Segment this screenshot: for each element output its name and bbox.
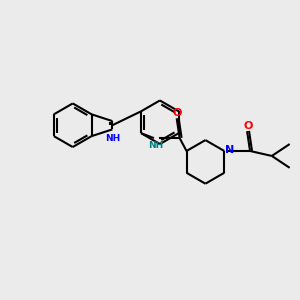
Text: NH: NH bbox=[105, 134, 120, 143]
Text: O: O bbox=[173, 108, 182, 118]
Text: NH: NH bbox=[148, 140, 164, 149]
Text: O: O bbox=[243, 121, 253, 131]
Text: N: N bbox=[225, 145, 234, 155]
